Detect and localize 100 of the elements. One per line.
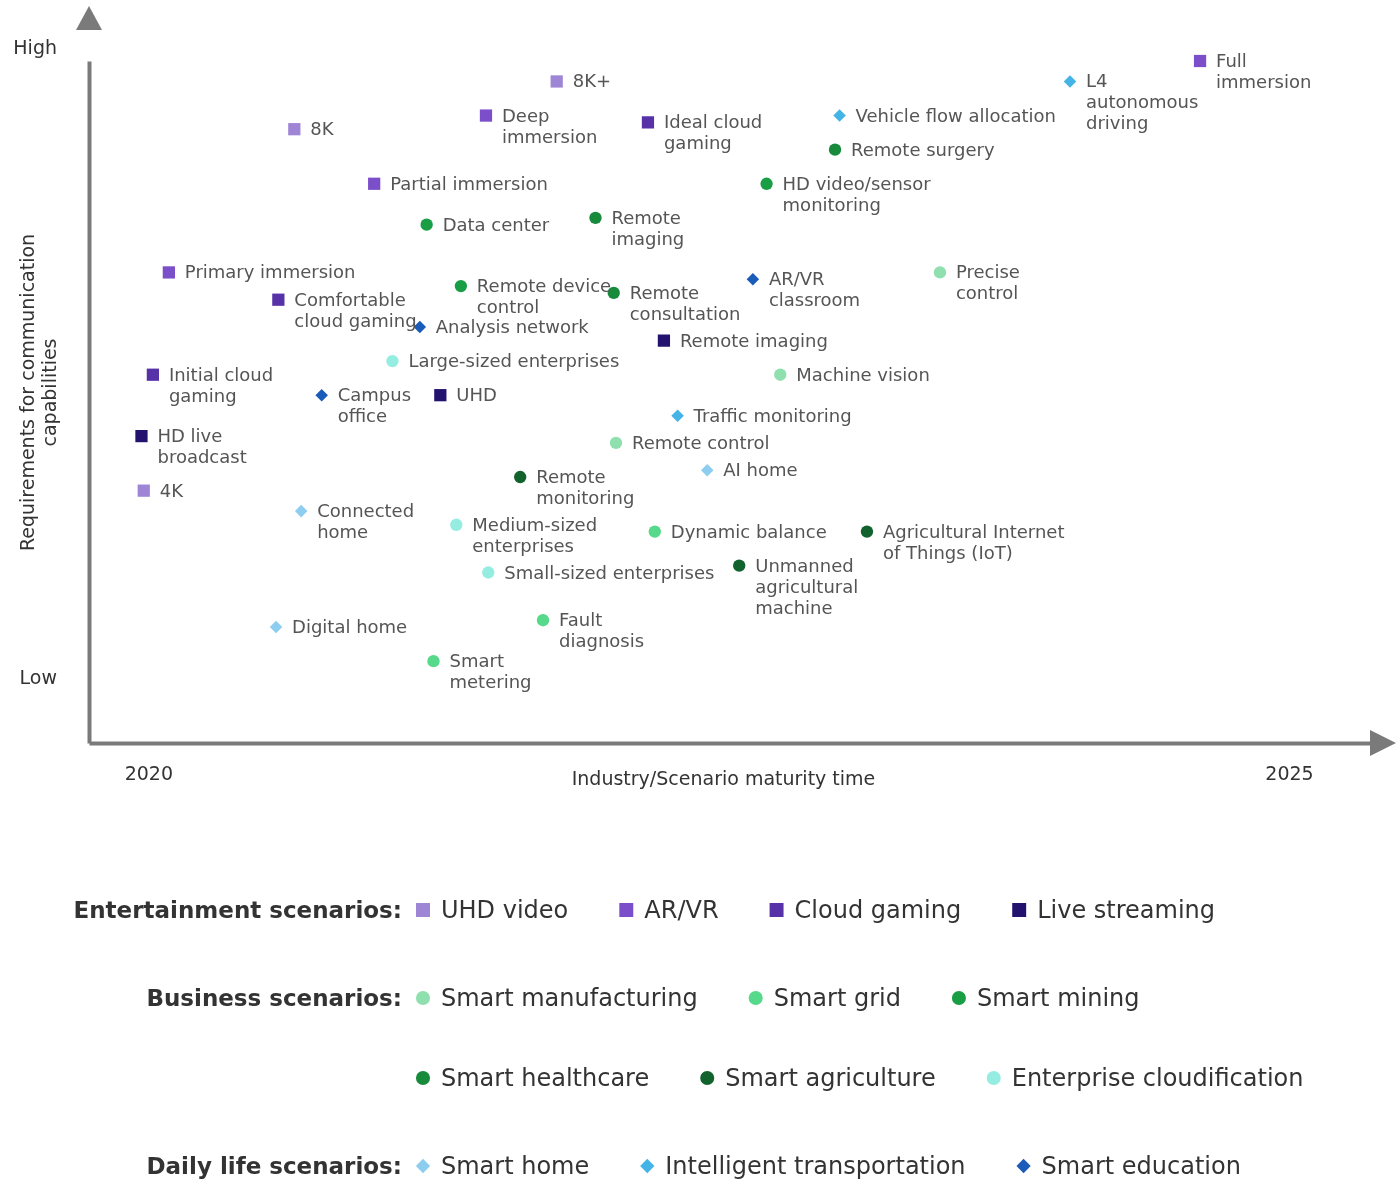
annotation: AI home <box>723 459 798 481</box>
point <box>269 620 283 634</box>
point <box>162 266 175 279</box>
point <box>294 504 308 518</box>
annotation: Analysis network <box>435 315 590 337</box>
annotation: 4K <box>159 479 185 501</box>
annotation: Initial cloud gaming <box>168 363 274 406</box>
legend-label: Cloud gaming <box>794 896 962 924</box>
point <box>135 429 148 443</box>
annotation: L4 autonomous driving <box>1086 70 1199 134</box>
point <box>589 211 602 225</box>
annotation: Comfortable cloud gaming <box>294 288 417 331</box>
point <box>833 109 846 122</box>
point <box>701 463 714 477</box>
annotation: Machine vision <box>796 363 930 385</box>
point <box>671 409 684 422</box>
point <box>420 218 433 231</box>
annotation: HD live broadcast <box>157 425 247 468</box>
legend-label: Enterprise cloudification <box>1011 1064 1304 1092</box>
legend-label: Smart healthcare <box>441 1064 650 1092</box>
annotation: AR/VR classroom <box>768 268 861 311</box>
annotation: Unmanned agricultural machine <box>755 554 859 618</box>
legend-label: Smart education <box>1041 1152 1241 1180</box>
point <box>536 614 550 627</box>
point <box>1063 75 1077 88</box>
annotation: Remote device control <box>476 275 612 318</box>
legend-label: Smart mining <box>976 984 1140 1012</box>
annotation: Remote control <box>632 431 770 453</box>
annotation: 8K+ <box>572 70 612 92</box>
point <box>288 123 301 136</box>
point <box>368 177 381 190</box>
x-tick-label: 2020 <box>124 762 173 785</box>
point <box>386 354 399 368</box>
annotation: UHD <box>456 384 497 406</box>
annotation: Deep immersion <box>501 104 598 147</box>
point <box>760 177 773 190</box>
point <box>746 272 760 286</box>
annotation: Agricultural Internet of Things (IoT) <box>882 520 1065 563</box>
point <box>550 75 563 88</box>
point <box>482 566 495 579</box>
text: Business scenarios: <box>146 985 402 1011</box>
point <box>450 518 463 531</box>
annotation: Connected home <box>317 500 415 543</box>
annotation: Dynamic balance <box>670 520 827 542</box>
point <box>146 368 159 381</box>
annotation: Remote imaging <box>611 206 685 249</box>
point <box>315 388 328 402</box>
annotation: Smart metering <box>449 650 532 693</box>
point <box>427 654 440 668</box>
legend-label: Live streaming <box>1037 896 1216 924</box>
text: Daily life scenarios: <box>146 1153 402 1179</box>
legend-label: Smart home <box>441 1152 590 1180</box>
legend-label: UHD video <box>441 896 569 924</box>
text: High <box>13 36 57 58</box>
legend-label: Smart agriculture <box>725 1064 936 1092</box>
annotation: Medium-sized enterprises <box>472 513 598 556</box>
legend-label: AR/VR <box>644 896 719 924</box>
point <box>774 368 787 381</box>
annotation: Primary immersion <box>184 261 356 283</box>
annotation: 8K <box>310 118 335 140</box>
point <box>933 266 947 279</box>
annotation: Traffic monitoring <box>692 404 852 426</box>
annotation: Small-sized enterprises <box>504 561 715 583</box>
point <box>609 436 623 450</box>
annotation: Fault diagnosis <box>559 609 645 652</box>
point <box>828 143 842 156</box>
legend-label: Smart manufacturing <box>441 984 698 1012</box>
annotation: Ideal cloud gaming <box>663 111 763 154</box>
point <box>733 559 746 572</box>
legend-label: Intelligent transportation <box>665 1152 966 1180</box>
annotation: Campus office <box>337 384 412 427</box>
x-tick-label: 2025 <box>1265 762 1314 785</box>
annotation: HD video/sensor monitoring <box>782 172 932 215</box>
annotation: Vehicle flow allocation <box>855 104 1056 126</box>
annotation: Remote imaging <box>679 329 828 351</box>
point <box>434 389 447 402</box>
annotation: Remote monitoring <box>536 466 635 509</box>
point <box>454 279 468 293</box>
point <box>860 525 874 538</box>
annotation: Digital home <box>292 616 408 638</box>
text: Low <box>19 666 57 688</box>
annotation: Remote consultation <box>629 281 741 324</box>
annotation: Data center <box>442 213 550 235</box>
point <box>1193 54 1207 68</box>
x-axis-title: Industry/Scenario maturity time <box>571 767 876 789</box>
point <box>514 470 527 484</box>
point <box>479 109 493 122</box>
annotation: Large-sized enterprises <box>408 350 620 372</box>
point <box>137 484 150 497</box>
annotation: Full immersion <box>1216 50 1312 92</box>
point <box>641 116 655 129</box>
y-axis-title: Requirements for communication capabilities <box>16 233 60 552</box>
annotation: Remote surgery <box>851 138 995 160</box>
point <box>272 293 285 306</box>
point <box>648 525 661 538</box>
annotation: Precise control <box>955 261 1020 304</box>
point <box>657 334 671 347</box>
annotation: Partial immersion <box>390 172 548 194</box>
legend-label: Smart grid <box>773 984 901 1012</box>
text: Entertainment scenarios: <box>73 897 402 923</box>
